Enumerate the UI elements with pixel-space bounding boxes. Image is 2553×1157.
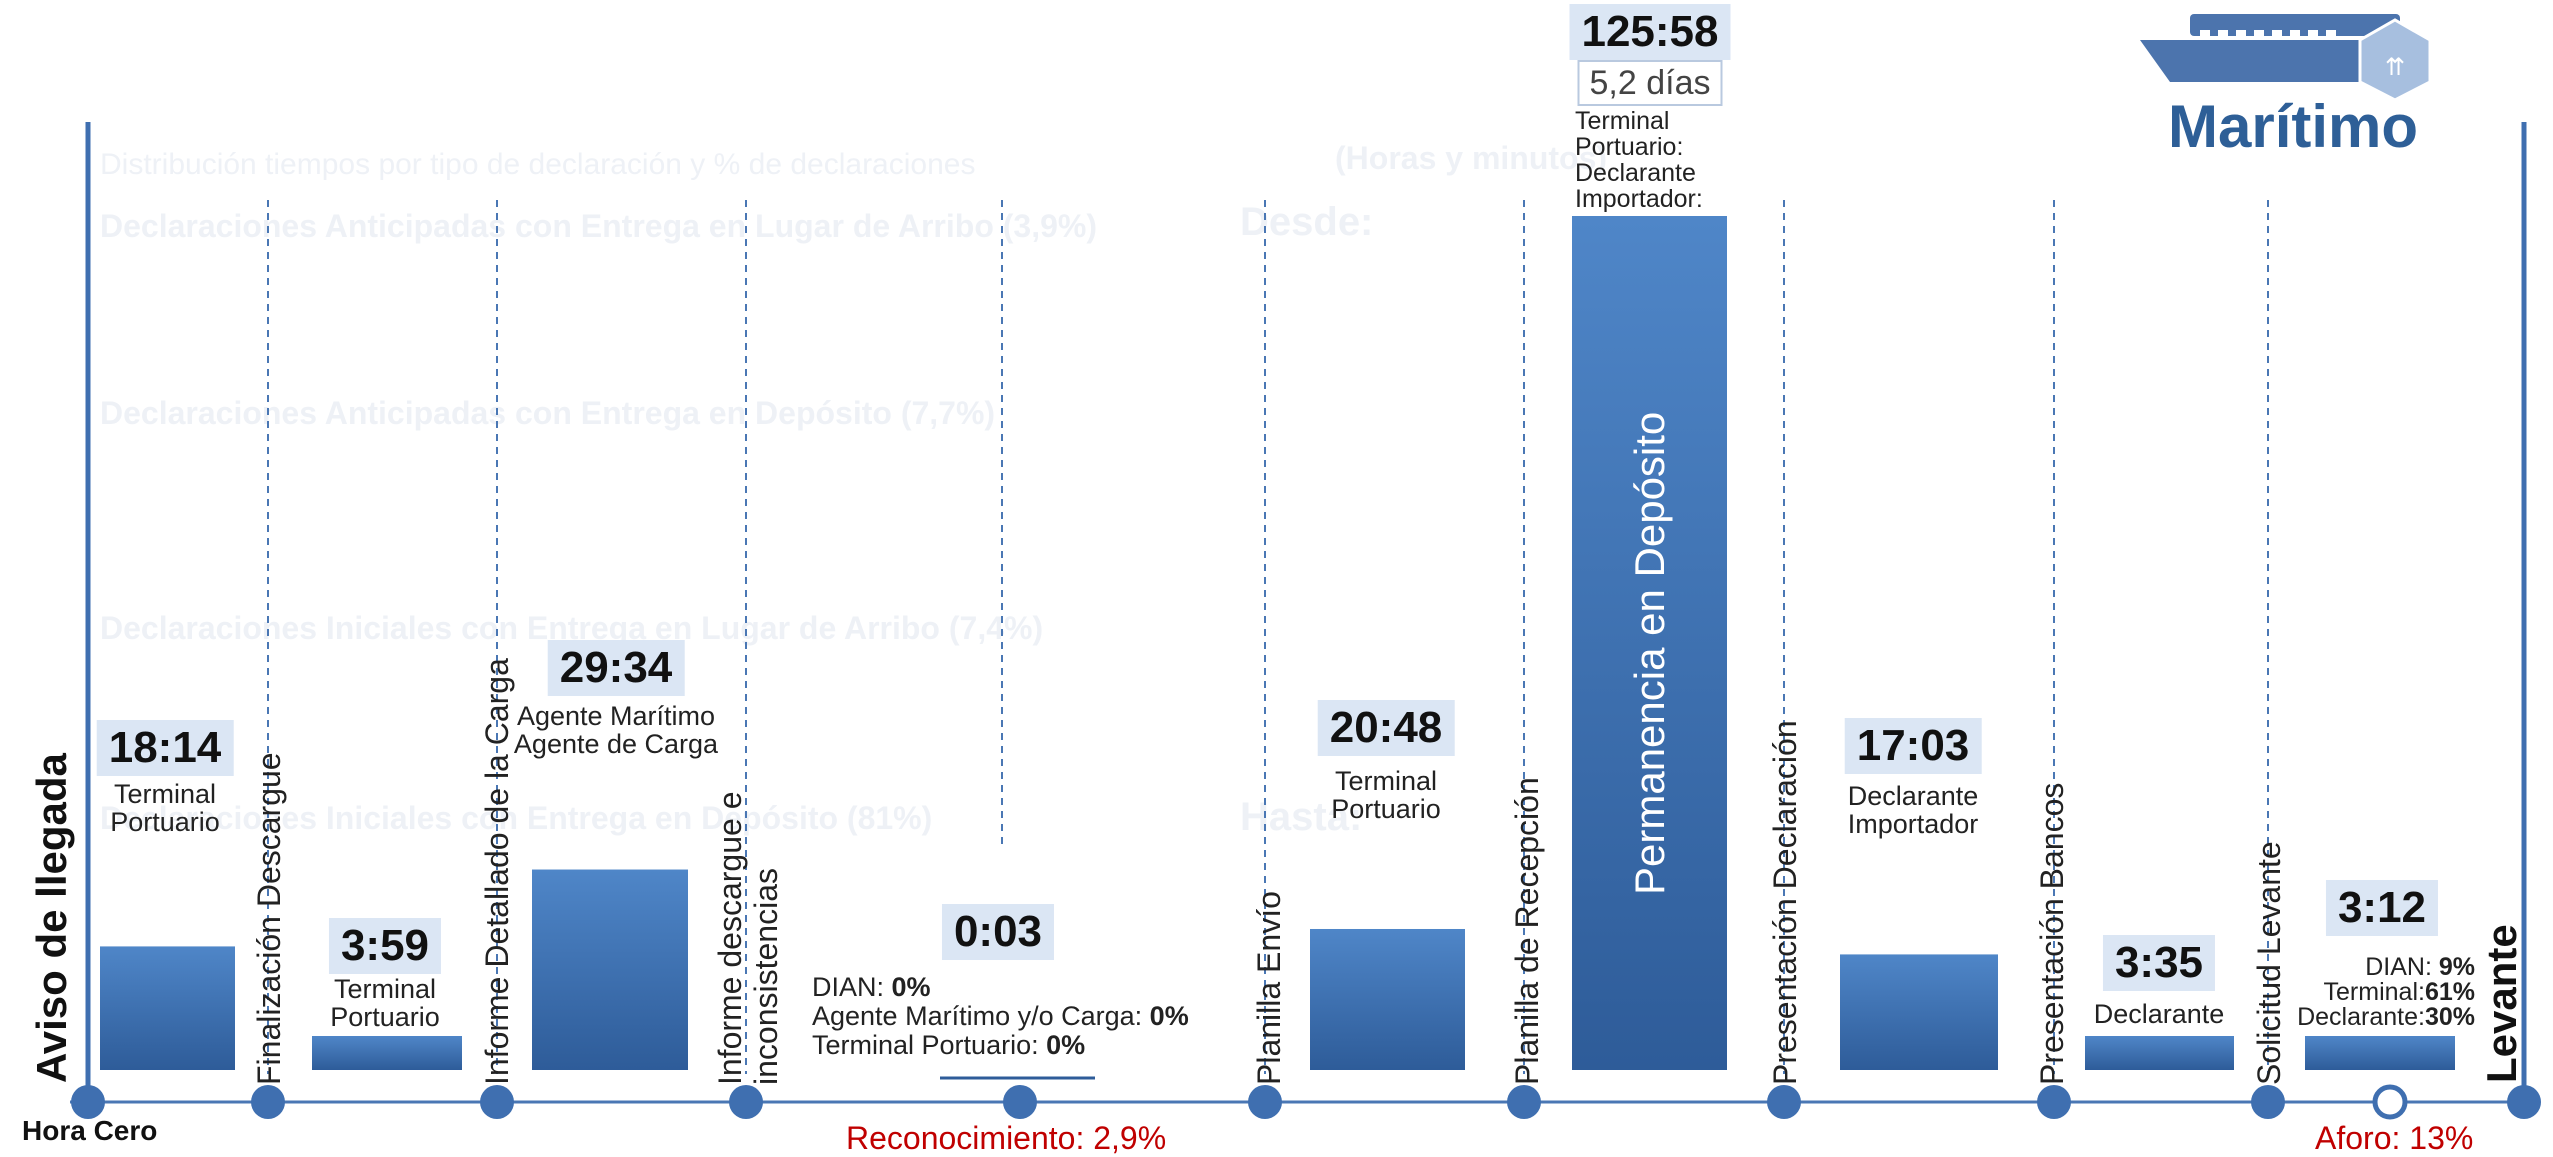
bar-actor: Terminal Portuario [110,779,220,837]
bar-value-label: 18:14 [96,720,234,776]
bar-actor: Declarante [2093,999,2225,1029]
bg-text: Declaraciones Iniciales con Entrega en D… [100,800,933,836]
bar [1840,954,1998,1070]
bar [2305,1036,2455,1070]
breakdown-line: DIAN: 9% [2365,953,2475,981]
milestone-dot [1767,1085,1801,1119]
bg-text: Distribución tiempos por tipo de declara… [100,148,976,181]
bar-actor: Terminal Portuario [330,974,440,1032]
bar-actor: Terminal Portuario: Declarante Importador: [1575,107,1703,213]
breakdown-line: Terminal:61% [2323,978,2475,1006]
bar-actor: Agente Marítimo Agente de Carga [513,701,719,759]
milestone-label: Finalización Descargue [251,752,287,1085]
bar [2085,1036,2234,1070]
milestone-label: Planilla Envío [1251,891,1287,1085]
milestone-label: Levante [2478,924,2525,1083]
bar-actor: Terminal Portuario [1331,766,1441,824]
bar-inside-label: Permanencia en Depósito [1626,411,1673,895]
milestone-dot [729,1085,763,1119]
milestone-label: Informe descargue e inconsistencias [712,791,784,1086]
bg-text: (Horas y minutos) [1335,140,1608,176]
milestone-label: Solicitud Levante [2251,841,2287,1085]
bar-value-label: 29:34 [547,640,685,696]
aforo-dot [2372,1084,2408,1120]
milestone-label: Presentación Declaración [1767,720,1803,1085]
svg-text:⇈: ⇈ [2385,53,2405,81]
mode-title: Marítimo [2168,93,2419,160]
breakdown-line: Declarante:30% [2297,1003,2475,1031]
milestone-dot [2037,1085,2071,1119]
bg-text: Hasta: [1240,795,1363,839]
milestone-dot [2251,1085,2285,1119]
bar [532,869,688,1070]
milestone-dot [71,1085,105,1119]
bar [100,946,235,1070]
bg-text: Declaraciones Anticipadas con Entrega en… [100,395,996,431]
bar-value-label: 17:03 [1844,718,1982,774]
breakdown-line: Agente Marítimo y/o Carga: 0% [812,1001,1189,1031]
milestone-label: Planilla de Recepción [1509,777,1545,1085]
bar [312,1036,462,1070]
bar-actor: Declarante Importador [1847,781,1979,839]
milestone-dot [1507,1085,1541,1119]
milestone-dot [251,1085,285,1119]
aforo-label: Aforo: 13% [2315,1120,2474,1156]
ship-icon: ⇈ [2140,14,2432,102]
milestone-dot [480,1085,514,1119]
reconocimiento-dot [1003,1085,1037,1119]
bg-text: Desde: [1240,200,1374,244]
bar-sublabel: 5,2 días [1577,60,1723,106]
bar-value-label: 3:59 [328,918,442,974]
milestone-label: Informe Detallado de la Carga [479,658,515,1085]
milestone-label: Aviso de llegada [28,753,75,1083]
bar-value-label: 0:03 [941,904,1055,960]
reconocimiento-label: Reconocimiento: 2,9% [846,1120,1167,1156]
bar-value-label: 3:35 [2102,935,2216,991]
bar-value-label: 125:58 [1569,4,1731,60]
bar-value-label: 20:48 [1317,700,1455,756]
bar [1310,928,1465,1070]
milestone-label: Presentación Bancos [2034,782,2070,1085]
bar [1572,216,1727,1070]
bar-value-label: 3:12 [2325,880,2439,936]
milestone-dot [1248,1085,1282,1119]
start-label: Hora Cero [22,1115,158,1146]
breakdown-line: Terminal Portuario: 0% [812,1030,1086,1060]
bg-text: Declaraciones Anticipadas con Entrega en… [100,208,1097,244]
breakdown-line: DIAN: 0% [812,972,931,1002]
milestone-dot [2507,1085,2541,1119]
